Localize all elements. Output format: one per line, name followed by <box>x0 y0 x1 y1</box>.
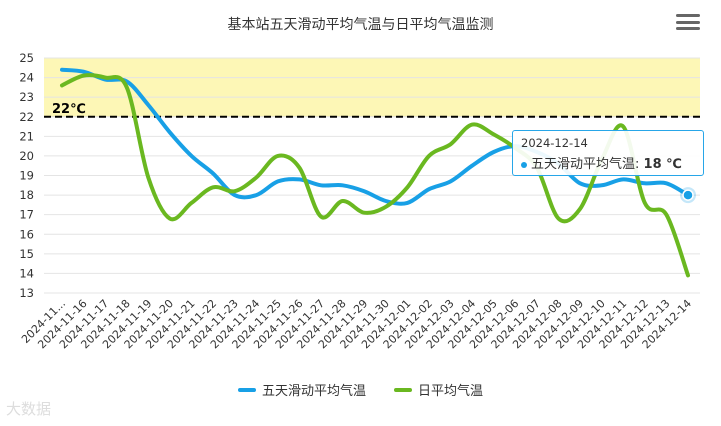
grid-lines <box>44 57 700 294</box>
tooltip-series-dot <box>521 161 527 168</box>
x-axis-ticks: 2024-11...2024-11-162024-11-172024-11-18… <box>19 297 694 351</box>
y-tick-label: 24 <box>19 71 34 85</box>
y-tick-label: 23 <box>19 90 34 104</box>
highlight-marker[interactable] <box>682 189 694 201</box>
chart-legend: 五天滑动平均气温 日平均气温 <box>0 380 721 399</box>
y-tick-label: 14 <box>19 266 34 280</box>
legend-item[interactable]: 日平均气温 <box>394 380 483 399</box>
legend-item[interactable]: 五天滑动平均气温 <box>237 380 366 399</box>
y-tick-label: 13 <box>19 286 34 300</box>
legend-label: 五天滑动平均气温 <box>261 384 366 399</box>
y-tick-label: 21 <box>19 129 34 143</box>
y-tick-label: 25 <box>19 51 34 65</box>
y-tick-label: 17 <box>19 208 34 222</box>
threshold-label: 22℃ <box>52 102 86 117</box>
warm-band-area <box>44 58 700 117</box>
y-tick-label: 20 <box>19 149 34 163</box>
tooltip-date: 2024-12-14 <box>521 136 588 150</box>
daily-average-line[interactable] <box>60 73 690 278</box>
legend-label: 日平均气温 <box>418 384 484 399</box>
tooltip-series-name: 五天滑动平均气温 <box>531 157 636 172</box>
watermark-logo: 大数据 <box>6 400 52 418</box>
chart-tooltip: 2024-12-14 五天滑动平均气温: 18 ℃ <box>512 130 704 176</box>
hamburger-menu-icon[interactable] <box>676 14 700 36</box>
y-tick-label: 22 <box>19 110 34 124</box>
y-tick-label: 16 <box>19 227 34 241</box>
tooltip-value: 18 ℃ <box>643 157 682 172</box>
warm-band <box>44 58 700 117</box>
chart-title: 基本站五天滑动平均气温与日平均气温监测 <box>227 17 494 33</box>
five-day-average-line[interactable] <box>60 67 690 206</box>
y-axis-ticks: 13 14 15 16 17 18 19 20 21 22 23 24 25 <box>19 51 34 300</box>
y-tick-label: 15 <box>19 247 34 261</box>
series-lines <box>60 67 690 278</box>
highlight-point <box>680 187 696 204</box>
threshold-line: 22℃ <box>44 102 700 118</box>
legend-swatch <box>237 387 256 392</box>
y-tick-label: 18 <box>19 188 34 202</box>
legend-swatch <box>394 387 412 392</box>
y-tick-label: 19 <box>19 169 34 183</box>
tooltip-line: 五天滑动平均气温: 18 ℃ <box>521 153 695 172</box>
